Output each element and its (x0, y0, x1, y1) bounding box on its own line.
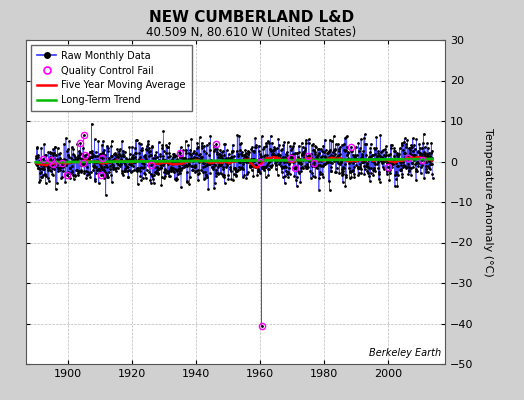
Text: NEW CUMBERLAND L&D: NEW CUMBERLAND L&D (149, 10, 354, 25)
Y-axis label: Temperature Anomaly (°C): Temperature Anomaly (°C) (483, 128, 493, 276)
Text: Berkeley Earth: Berkeley Earth (369, 348, 441, 358)
Legend: Raw Monthly Data, Quality Control Fail, Five Year Moving Average, Long-Term Tren: Raw Monthly Data, Quality Control Fail, … (31, 45, 192, 111)
Text: 40.509 N, 80.610 W (United States): 40.509 N, 80.610 W (United States) (146, 26, 357, 39)
